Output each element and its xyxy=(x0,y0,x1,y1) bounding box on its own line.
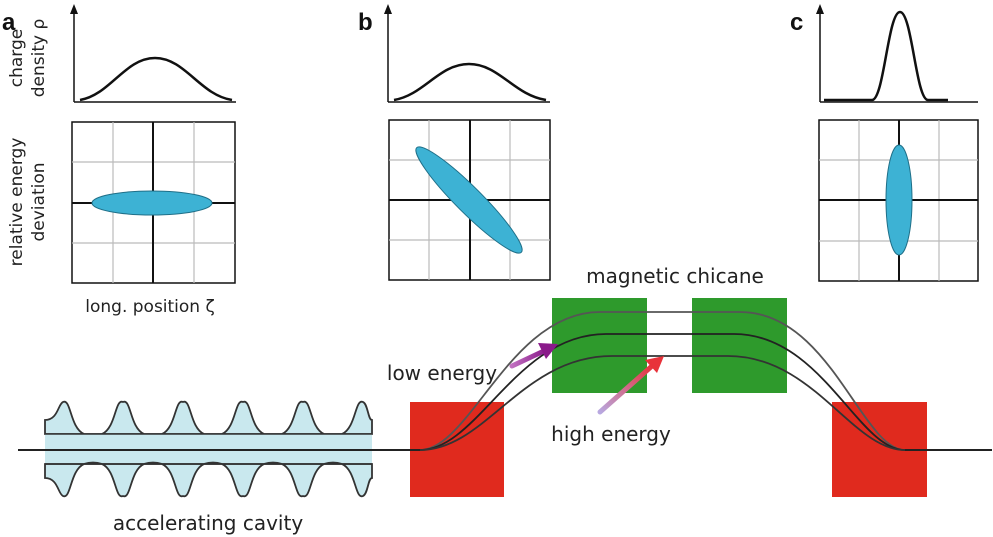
charge-axis-label-line2: density ρ xyxy=(29,19,49,98)
trajectory-high-energy xyxy=(419,355,906,451)
low-energy-arrow xyxy=(509,343,558,369)
cavity-bottom-wall xyxy=(44,461,373,497)
arrow-shaft xyxy=(509,347,549,369)
charge-density-curve xyxy=(393,62,547,102)
panel-letter-c: c xyxy=(790,9,803,36)
panel-letter-b: b xyxy=(358,9,373,36)
axis-arrow-icon xyxy=(816,4,824,14)
charge-density-curve xyxy=(79,56,233,102)
bunch-ellipse xyxy=(415,146,523,254)
charge-axis-label-line1: charge xyxy=(7,29,27,87)
charge-density-plot-c xyxy=(816,4,978,103)
energy-axis-label-line1: relative energy xyxy=(7,138,27,267)
axis-arrow-icon xyxy=(384,4,392,14)
phase-space-plot-c xyxy=(818,119,979,282)
bunch-ellipse xyxy=(885,144,913,256)
bunch-ellipse xyxy=(91,190,213,216)
high-energy-label: high energy xyxy=(551,422,671,446)
trajectory-mid-energy xyxy=(419,333,906,451)
panel-letter-a: a xyxy=(2,9,16,36)
charge-density-plot-b xyxy=(384,4,550,103)
panel-a: a charge density ρ relative energy devia… xyxy=(2,4,236,317)
arrow-head-icon xyxy=(538,343,558,359)
panel-c: c xyxy=(790,4,979,282)
dipole-magnet-2 xyxy=(552,298,647,393)
panel-b: b xyxy=(358,4,551,281)
charge-density-curve xyxy=(824,10,948,102)
dipole-magnet-3 xyxy=(692,298,787,393)
trajectory-low-energy xyxy=(419,311,906,451)
high-energy-arrow xyxy=(597,356,664,415)
accelerating-cavity-label: accelerating cavity xyxy=(113,511,304,535)
phase-space-plot-a xyxy=(71,121,236,284)
cavity-top-wall xyxy=(44,401,373,437)
magnetic-chicane-label: magnetic chicane xyxy=(586,264,764,288)
phase-space-plot-b xyxy=(388,119,551,281)
position-axis-label: long. position ζ xyxy=(85,297,214,317)
charge-density-plot-a xyxy=(70,4,236,103)
arrow-shaft xyxy=(597,363,655,415)
low-energy-label: low energy xyxy=(387,361,497,385)
energy-axis-label-line2: deviation xyxy=(29,162,49,241)
arrow-head-icon xyxy=(645,356,664,373)
axis-arrow-icon xyxy=(70,4,78,14)
